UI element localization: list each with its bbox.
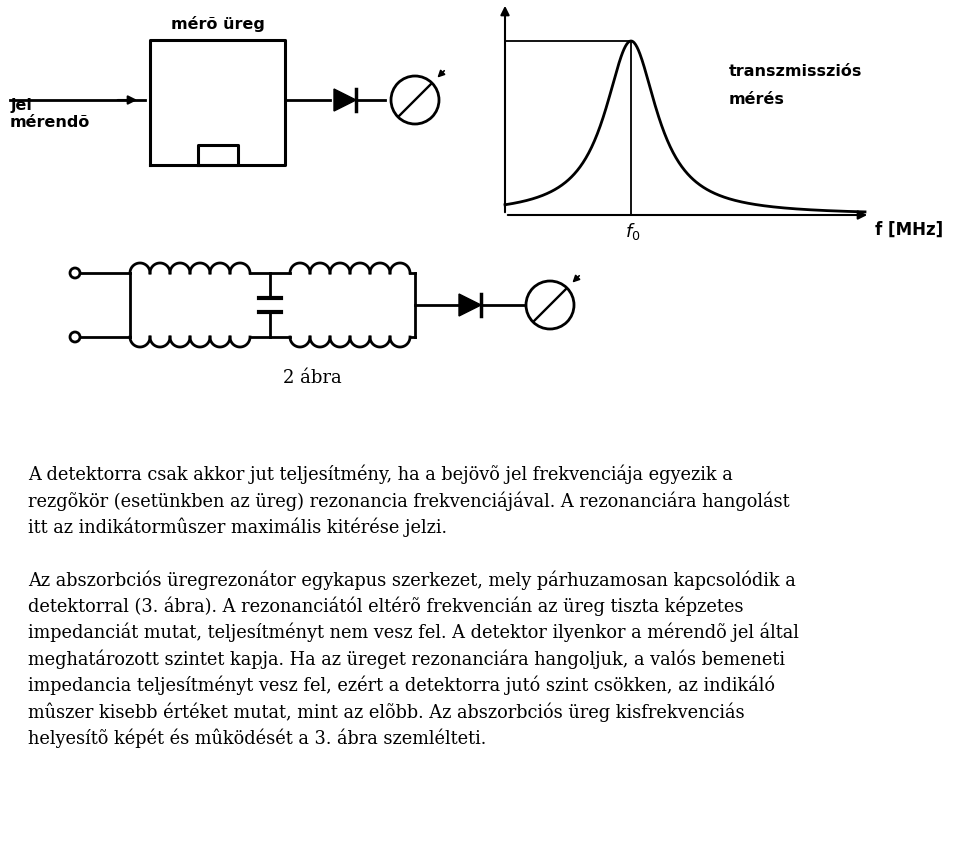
Text: $f_0$: $f_0$ xyxy=(625,221,640,242)
Text: transzmissziós: transzmissziós xyxy=(729,64,862,78)
Polygon shape xyxy=(334,89,356,111)
Text: A detektorra csak akkor jut teljesítmény, ha a bejövõ jel frekvenciája egyezik a: A detektorra csak akkor jut teljesítmény… xyxy=(28,465,790,538)
Text: mérõ üreg: mérõ üreg xyxy=(171,16,264,32)
Text: Az abszorbciós üregrezonátor egykapus szerkezet, mely párhuzamosan kapcsolódik a: Az abszorbciós üregrezonátor egykapus sz… xyxy=(28,570,799,748)
Text: f [MHz]: f [MHz] xyxy=(875,221,943,239)
Text: mérés: mérés xyxy=(729,91,785,107)
Polygon shape xyxy=(459,294,481,316)
Text: jel: jel xyxy=(10,98,32,113)
Text: 2 ábra: 2 ábra xyxy=(283,369,342,387)
Text: mérendõ: mérendõ xyxy=(10,115,90,130)
